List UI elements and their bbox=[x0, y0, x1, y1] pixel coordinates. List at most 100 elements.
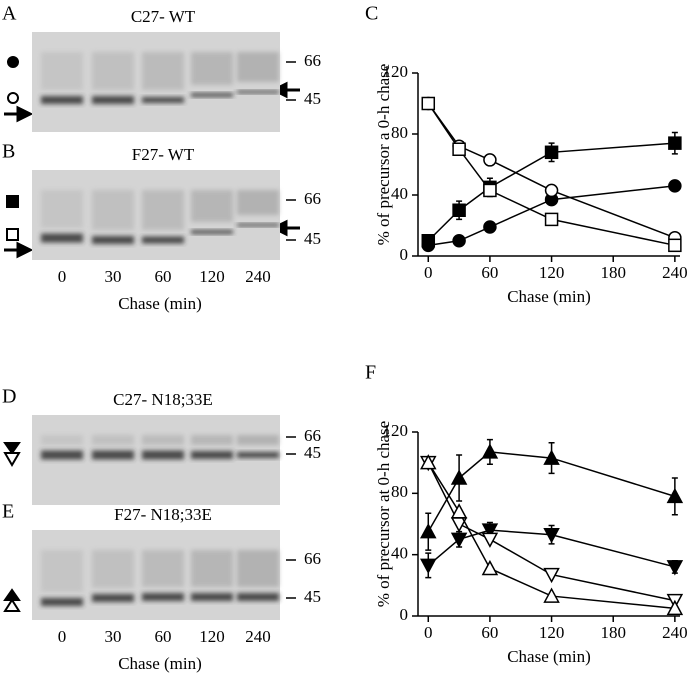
y-tick-label: 0 bbox=[400, 605, 409, 624]
gel-smear bbox=[92, 435, 134, 445]
lane-label: 60 bbox=[155, 627, 172, 646]
panel-label: E bbox=[2, 501, 14, 523]
size-marker: 66 bbox=[304, 51, 321, 70]
lane-label: 120 bbox=[199, 627, 225, 646]
gel-smear bbox=[142, 550, 184, 587]
gel-smear bbox=[191, 435, 233, 445]
gel-title: C27- WT bbox=[131, 7, 196, 26]
gel-band bbox=[41, 598, 83, 606]
marker bbox=[668, 238, 682, 253]
size-marker: 66 bbox=[304, 189, 321, 208]
marker bbox=[481, 559, 499, 576]
gel-band bbox=[142, 450, 184, 460]
panel-label: A bbox=[2, 3, 17, 25]
lane-label: 240 bbox=[245, 627, 271, 646]
marker bbox=[666, 487, 684, 504]
panel-label: B bbox=[2, 141, 15, 163]
x-tick-label: 0 bbox=[424, 263, 433, 282]
y-tick-label: 120 bbox=[383, 421, 409, 440]
panel-label: C bbox=[365, 3, 378, 25]
gel-smear bbox=[41, 190, 83, 228]
gel-smear bbox=[41, 550, 83, 592]
y-tick-label: 80 bbox=[391, 123, 408, 142]
lane-label: 30 bbox=[105, 267, 122, 286]
gel-band bbox=[237, 452, 279, 458]
series bbox=[421, 179, 682, 253]
x-tick-label: 120 bbox=[539, 263, 565, 282]
gel-xlabel: Chase (min) bbox=[118, 654, 202, 673]
gel-band bbox=[142, 97, 184, 103]
gel-band bbox=[237, 593, 279, 601]
marker bbox=[483, 220, 497, 234]
gel-symbols bbox=[3, 56, 21, 612]
marker bbox=[666, 599, 684, 616]
lane-label: 60 bbox=[155, 267, 172, 286]
marker bbox=[544, 183, 559, 198]
gel-smear bbox=[41, 435, 83, 445]
lane-label: 0 bbox=[58, 267, 67, 286]
marker bbox=[543, 567, 560, 584]
lane-label: 240 bbox=[245, 267, 271, 286]
x-tick-label: 60 bbox=[481, 623, 498, 642]
marker bbox=[668, 136, 682, 150]
marker bbox=[668, 179, 682, 193]
size-marker: 66 bbox=[304, 426, 321, 445]
x-tick-label: 120 bbox=[539, 623, 565, 642]
gel-band bbox=[92, 594, 134, 602]
y-tick-label: 120 bbox=[383, 62, 409, 81]
marker bbox=[481, 532, 499, 548]
marker bbox=[483, 183, 497, 198]
x-tick-label: 180 bbox=[600, 263, 626, 282]
gel-title: F27- N18;33E bbox=[114, 505, 212, 524]
marker bbox=[543, 527, 560, 544]
gel-smear bbox=[237, 550, 279, 587]
marker bbox=[421, 96, 436, 111]
gel-smear bbox=[191, 550, 233, 587]
x-axis-label: Chase (min) bbox=[507, 647, 591, 666]
x-tick-label: 0 bbox=[424, 623, 433, 642]
gel-band bbox=[92, 96, 134, 104]
gel-title: F27- WT bbox=[132, 145, 195, 164]
size-marker: 45 bbox=[304, 587, 321, 606]
size-marker: 45 bbox=[304, 229, 321, 248]
marker bbox=[420, 523, 437, 539]
marker bbox=[544, 212, 559, 227]
gel-band bbox=[92, 236, 134, 244]
y-tick-label: 0 bbox=[400, 245, 409, 264]
gel-band bbox=[237, 90, 279, 94]
marker bbox=[452, 234, 466, 248]
gel-band bbox=[237, 223, 279, 227]
gel-smear bbox=[191, 190, 233, 222]
gel-smear bbox=[41, 52, 83, 90]
marker bbox=[544, 145, 559, 160]
size-marker: 45 bbox=[304, 89, 321, 108]
x-tick-label: 240 bbox=[662, 623, 688, 642]
lane-label: 0 bbox=[58, 627, 67, 646]
gel-band bbox=[142, 236, 184, 244]
y-tick-label: 80 bbox=[391, 482, 408, 501]
gel bbox=[32, 415, 280, 505]
gel-band bbox=[191, 451, 233, 459]
gel-band bbox=[41, 96, 83, 104]
marker bbox=[420, 454, 437, 470]
marker bbox=[483, 153, 497, 167]
marker bbox=[543, 587, 560, 603]
gel-smear bbox=[237, 190, 279, 215]
gel-smear bbox=[237, 435, 279, 445]
gel-title: C27- N18;33E bbox=[113, 390, 213, 409]
series bbox=[421, 96, 682, 253]
gel-band bbox=[191, 230, 233, 234]
gel-smear bbox=[92, 52, 134, 90]
gel-smear bbox=[237, 52, 279, 82]
y-tick-label: 40 bbox=[391, 184, 408, 203]
gel-band bbox=[191, 593, 233, 601]
y-axis-label: % of precursor a 0-h chase bbox=[374, 64, 393, 246]
x-tick-label: 180 bbox=[600, 623, 626, 642]
series bbox=[420, 521, 684, 579]
gel-band bbox=[41, 450, 83, 460]
x-tick-label: 60 bbox=[481, 263, 498, 282]
gel-smear bbox=[92, 190, 134, 230]
marker bbox=[481, 443, 499, 459]
y-tick-label: 40 bbox=[391, 544, 408, 563]
